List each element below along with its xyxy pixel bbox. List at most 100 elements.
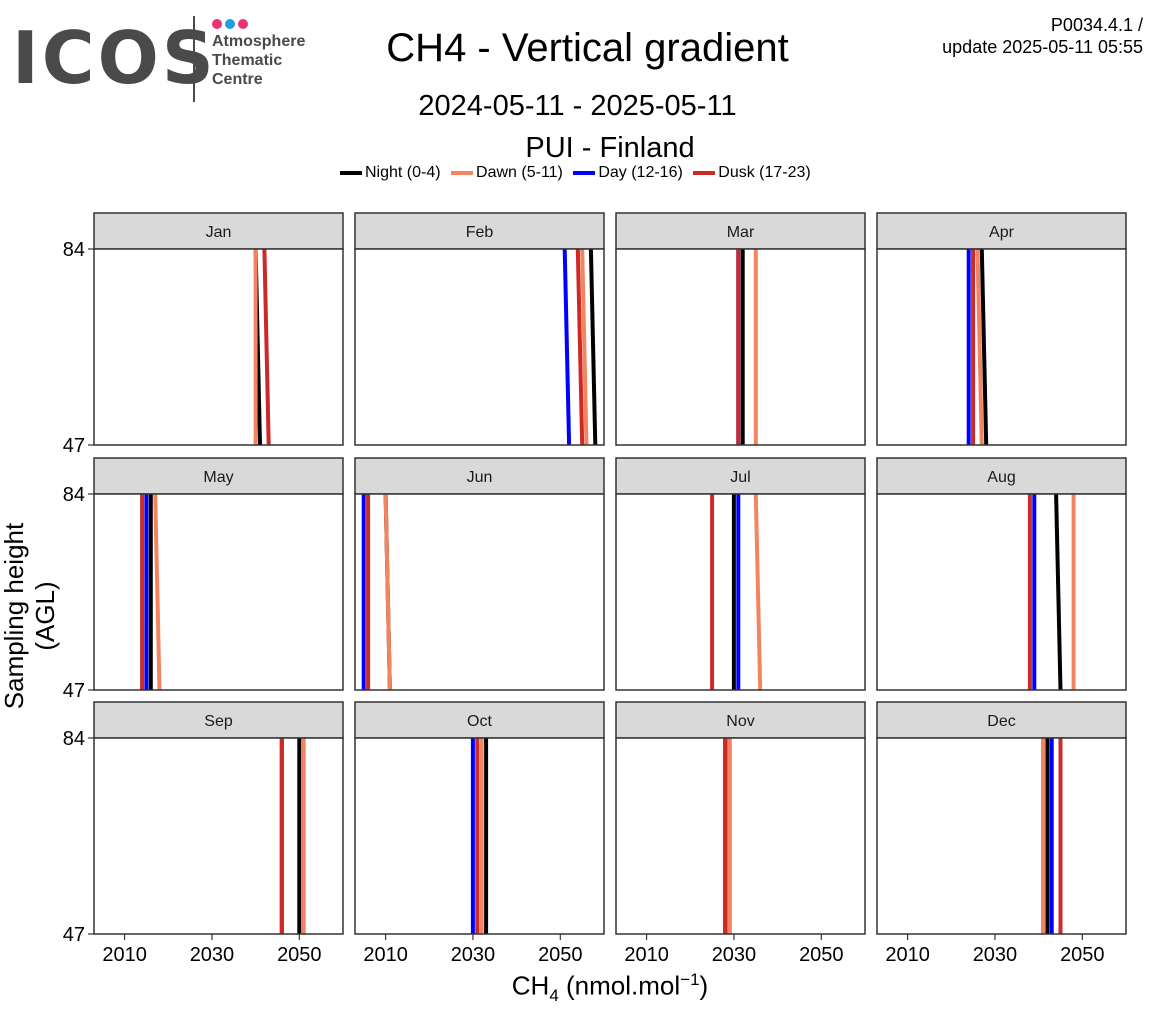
panel-border (354, 248, 605, 446)
logo-subtitle-line: Atmosphere (212, 33, 306, 50)
legend-label: Night (0-4) (365, 164, 441, 181)
facet-strip-label: Apr (989, 224, 1015, 241)
x-tick-label: 2010 (624, 944, 669, 966)
panel-border (615, 737, 866, 935)
panel-border (93, 248, 344, 446)
logo-dot (212, 19, 222, 29)
facet-strip-label: Sep (204, 713, 233, 730)
series-line (262, 248, 271, 446)
panel-background (616, 249, 865, 445)
panel-background (94, 738, 343, 934)
chart-title: CH4 - Vertical gradient (386, 26, 789, 70)
x-tick-label: 2030 (712, 944, 757, 966)
panel-background (877, 494, 1126, 690)
panel-background (877, 249, 1126, 445)
series-line (979, 248, 989, 446)
legend-item: Dawn (5-11) (451, 164, 563, 182)
logo-subtitle-line: Thematic (212, 52, 283, 69)
series-line (1054, 493, 1063, 691)
facet-strip-label: Nov (726, 713, 754, 730)
facet-strip (354, 457, 605, 495)
panel-border (876, 493, 1127, 691)
legend-label: Dusk (17-23) (718, 164, 811, 181)
logo-dots (212, 16, 251, 34)
series-line (975, 248, 984, 446)
series-line (575, 248, 585, 446)
logo-dot (238, 19, 248, 29)
station-label: PUI - Finland (525, 132, 695, 164)
x-axis-label-sub: 4 (549, 985, 559, 1005)
facet-strip (615, 701, 866, 739)
update-line: update 2025-05-11 05:55 (942, 37, 1143, 57)
panel-border (615, 493, 866, 691)
x-axis-label-unit: (nmol.mol (558, 970, 681, 1001)
facet-strip-label: Mar (727, 224, 755, 241)
series-line (153, 493, 162, 691)
facet-strip (876, 457, 1127, 495)
series-line (588, 248, 598, 446)
panel-background (355, 738, 604, 934)
version-line: P0034.4.1 / (1050, 15, 1143, 35)
facet-strip (876, 212, 1127, 250)
panel-background (616, 738, 865, 934)
y-tick-label: 47 (63, 924, 85, 946)
facet-strip (354, 212, 605, 250)
chart-subtitle: 2024-05-11 - 2025-05-11 (418, 90, 737, 122)
y-tick-label: 47 (63, 435, 85, 457)
y-tick-label: 47 (63, 680, 85, 702)
x-tick-label: 2010 (885, 944, 930, 966)
panel-border (615, 248, 866, 446)
logo-dot (225, 19, 235, 29)
facet-strip (93, 701, 344, 739)
facet-strip (93, 212, 344, 250)
x-tick-label: 2030 (190, 944, 235, 966)
legend-item: Dusk (17-23) (693, 164, 811, 182)
x-tick-label: 2050 (277, 944, 322, 966)
facet-strip (615, 457, 866, 495)
panel-background (94, 249, 343, 445)
legend: Night (0-4) Dawn (5-11) Day (12-16) Dusk… (340, 164, 817, 182)
panel-background (355, 494, 604, 690)
series-line (383, 493, 392, 691)
legend-item: Night (0-4) (340, 164, 441, 182)
facet-strip (354, 701, 605, 739)
facet-strip-label: Aug (987, 469, 1015, 486)
legend-label: Dawn (5-11) (476, 164, 563, 181)
legend-label: Day (12-16) (598, 164, 683, 181)
facet-strip-label: Jul (730, 469, 750, 486)
y-tick-label: 84 (63, 239, 85, 261)
facet-strip-label: May (203, 469, 233, 486)
panel-border (354, 493, 605, 691)
facet-strip-label: Jan (206, 224, 232, 241)
logo-separator (193, 16, 195, 102)
legend-swatch (340, 170, 362, 175)
facet-strip-label: Jun (467, 469, 493, 486)
facet-strip (93, 457, 344, 495)
y-tick-label: 84 (63, 728, 85, 750)
logo-subtitle: Atmosphere Thematic Centre (212, 32, 305, 89)
x-axis-label-close: ) (699, 970, 709, 1001)
version-info: P0034.4.1 / update 2025-05-11 05:55 (942, 14, 1143, 58)
panel-background (877, 738, 1126, 934)
facet-strip-label: Feb (466, 224, 494, 241)
y-tick-label: 84 (63, 484, 85, 506)
series-line (562, 248, 572, 446)
panel-border (876, 248, 1127, 446)
facet-strip (615, 212, 866, 250)
panel-border (93, 737, 344, 935)
legend-swatch (573, 170, 596, 175)
x-tick-label: 2010 (363, 944, 408, 966)
series-line (580, 248, 589, 446)
legend-item: Day (12-16) (573, 164, 683, 182)
logo-subtitle-line: Centre (212, 71, 263, 88)
x-tick-label: 2050 (799, 944, 844, 966)
x-tick-label: 2050 (1060, 944, 1105, 966)
legend-swatch (693, 170, 716, 175)
legend-swatch (451, 170, 474, 175)
panel-background (94, 494, 343, 690)
panel-border (876, 737, 1127, 935)
x-axis-label: CH4 (nmol.mol−1) (380, 970, 840, 1006)
x-tick-label: 2030 (451, 944, 496, 966)
facet-strip-label: Dec (987, 713, 1015, 730)
